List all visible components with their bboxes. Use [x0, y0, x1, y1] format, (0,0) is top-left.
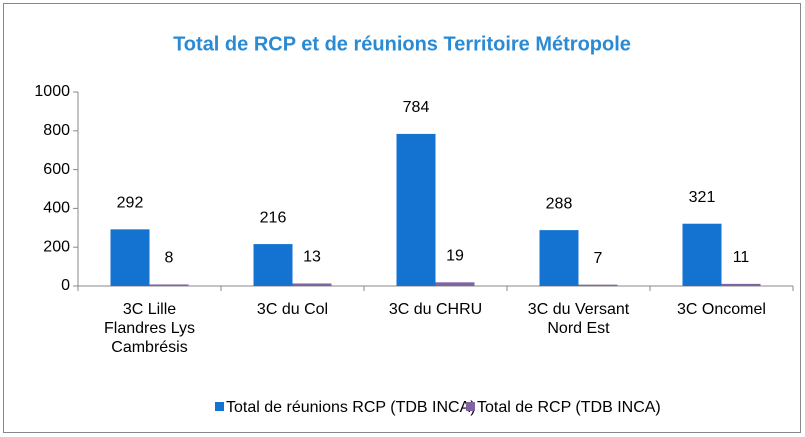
bar	[682, 223, 722, 286]
data-label: 288	[546, 195, 573, 212]
data-label: 321	[689, 189, 716, 206]
data-label: 13	[303, 249, 321, 266]
x-tick-label: 3C du Versant	[528, 301, 630, 318]
x-tick-label: 3C du Col	[257, 301, 328, 318]
bar	[578, 284, 618, 286]
bar	[292, 283, 332, 286]
y-tick-label: 800	[43, 122, 70, 139]
data-label: 216	[260, 209, 287, 226]
data-label: 19	[446, 248, 464, 265]
x-tick-label: 3C Lille	[123, 301, 176, 318]
x-tick-label: Nord Est	[547, 320, 610, 337]
bar	[721, 283, 761, 286]
x-tick-label: Flandres Lys	[104, 320, 195, 337]
legend-swatch	[466, 402, 475, 411]
y-tick-label: 1000	[34, 83, 70, 100]
y-tick-label: 0	[61, 277, 70, 294]
data-label: 8	[165, 250, 174, 267]
y-tick-label: 600	[43, 161, 70, 178]
x-tick-label: 3C Oncomel	[677, 301, 766, 318]
legend-label: Total de réunions RCP (TDB INCA)	[226, 399, 476, 416]
data-label: 7	[594, 250, 603, 267]
chart-title: Total de RCP et de réunions Territoire M…	[173, 33, 631, 55]
data-label: 292	[117, 195, 144, 212]
bar	[149, 284, 189, 286]
data-label: 784	[403, 99, 430, 116]
y-tick-label: 200	[43, 238, 70, 255]
bar	[110, 229, 150, 286]
legend-swatch	[215, 402, 224, 411]
x-tick-label: Cambrésis	[111, 339, 187, 356]
bar	[435, 282, 475, 286]
x-tick-label: 3C du CHRU	[389, 301, 482, 318]
y-tick-label: 400	[43, 200, 70, 217]
legend-label: Total de RCP (TDB INCA)	[477, 399, 661, 416]
bar	[539, 230, 579, 286]
bar	[396, 133, 436, 286]
data-label: 11	[733, 249, 750, 266]
bar	[253, 244, 293, 286]
